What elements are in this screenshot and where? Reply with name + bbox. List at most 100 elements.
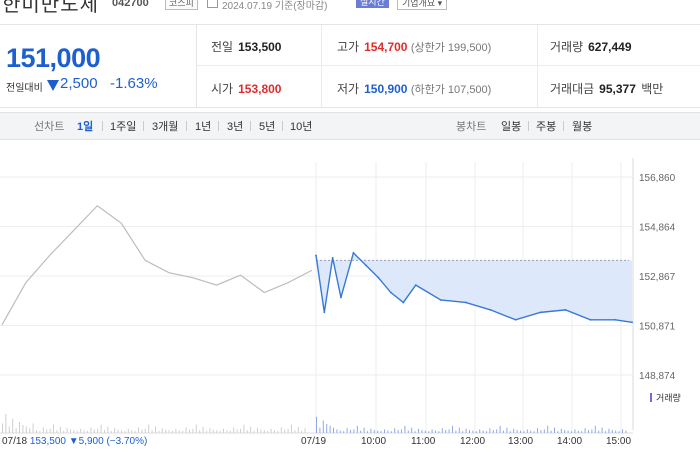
volume-bar — [73, 430, 75, 433]
volume-bar — [367, 431, 368, 433]
volume-bar — [114, 428, 116, 433]
volume-bar — [373, 430, 375, 433]
volume-bar — [12, 418, 14, 433]
volume-bar — [465, 428, 467, 433]
volume-bar — [274, 430, 275, 433]
stat-value: 153,800 — [238, 82, 282, 96]
volume-bar — [384, 429, 385, 433]
tab-period-10y[interactable]: 10년 — [290, 121, 313, 133]
stat-volume: 거래량 627,449 — [550, 38, 632, 55]
volume-bar — [438, 431, 440, 433]
volume-bar — [250, 426, 252, 433]
divider — [321, 25, 322, 107]
volume-bar — [394, 428, 396, 433]
volume-bar — [192, 428, 194, 433]
volume-bar — [280, 427, 282, 433]
divider — [186, 121, 187, 131]
volume-bar — [322, 420, 324, 433]
prev-day-line — [1, 204, 313, 326]
volume-bar — [509, 431, 511, 433]
volume-bar — [458, 427, 460, 433]
volume-bar — [479, 429, 481, 433]
volume-bar — [70, 429, 71, 433]
tab-period-5y[interactable]: 5년 — [259, 121, 276, 133]
volume-bar — [594, 425, 596, 433]
x-tick-label: 14:00 — [557, 436, 582, 447]
volume-bar — [333, 427, 334, 433]
volume-bar — [577, 430, 579, 433]
tab-candle-monthly[interactable]: 월봉 — [572, 121, 593, 133]
volume-bar — [489, 428, 491, 433]
volume-bar — [236, 429, 238, 433]
candle-chart-label: 봉차트 — [456, 121, 487, 133]
x-tick-label: 13:00 — [508, 436, 533, 447]
stat-value: 153,500 — [238, 40, 282, 54]
stat-value: 627,449 — [588, 40, 632, 54]
volume-bar — [175, 428, 177, 433]
volume-bar — [469, 430, 470, 433]
volume-bar — [387, 430, 389, 433]
volume-bar — [212, 429, 214, 433]
volume-bar — [168, 430, 170, 433]
x-tick-label: 10:00 — [361, 436, 386, 447]
volume-bar — [543, 429, 545, 433]
data-point — [323, 311, 326, 314]
volume-bar — [304, 428, 306, 433]
y-tick-label: 148,874 — [639, 371, 676, 382]
data-point — [439, 299, 442, 301]
tab-candle-daily[interactable]: 일봉 — [501, 121, 522, 133]
stat-label: 시가 — [211, 82, 234, 96]
date-note: 2024.07.19 기준(장마감) — [222, 1, 328, 12]
volume-bar — [172, 430, 173, 433]
tab-period-3m[interactable]: 3개월 — [152, 121, 179, 133]
price-chart[interactable]: 156,860 154,864 152,867 150,871 148,874 07/19… — [0, 150, 700, 450]
volume-bar — [59, 426, 61, 433]
volume-bar — [253, 430, 255, 433]
change-value: 2,500 — [60, 75, 98, 92]
volume-bar — [513, 428, 515, 433]
footer-date: 07/18 — [2, 436, 30, 447]
volume-bar — [134, 430, 136, 433]
volume-bar — [263, 430, 265, 433]
volume-bar — [104, 430, 105, 433]
volume-bar — [87, 430, 88, 433]
tab-candle-weekly[interactable]: 주봉 — [536, 121, 557, 133]
volume-bar — [202, 426, 204, 433]
stat-value: 154,700 — [364, 40, 408, 54]
volume-bar — [435, 430, 436, 433]
tab-period-1w[interactable]: 1주일 — [110, 121, 137, 133]
data-point — [489, 308, 492, 311]
volume-bar — [316, 416, 317, 433]
x-tick-label: 07/19 — [301, 436, 326, 447]
volume-bar — [567, 430, 569, 433]
divider — [102, 121, 103, 131]
volume-bar — [336, 429, 338, 433]
volume-bar — [56, 430, 58, 433]
stat-low: 저가 150,900 (하한가 107,500) — [337, 80, 491, 97]
data-point — [364, 264, 367, 267]
footer-change: ▼5,900 — [69, 436, 107, 447]
stock-code: 042700 — [112, 0, 149, 9]
volume-bar — [407, 430, 409, 433]
chart-tabs: 선차트 1일 1주일 3개월 1년 3년 5년 10년 봉차트 일봉 주봉 월봉 — [0, 112, 700, 140]
y-tick-label: 154,864 — [639, 223, 676, 234]
company-info-button[interactable]: 기업개요 ▾ — [397, 0, 448, 10]
volume-bar — [219, 430, 221, 433]
volume-bar — [2, 423, 3, 433]
volume-bar — [93, 429, 95, 433]
x-tick-label: 15:00 — [606, 436, 631, 447]
current-price-box: 151,000 전일대비 2,500 -1.63% — [0, 24, 196, 108]
stat-open: 시가 153,800 — [211, 80, 281, 97]
tab-period-1y[interactable]: 1년 — [195, 121, 212, 133]
data-point — [631, 321, 633, 324]
change-label: 전일대비 — [6, 83, 43, 94]
volume-bar — [131, 430, 133, 433]
realtime-button[interactable]: 실시간 — [356, 0, 389, 8]
data-point — [352, 251, 355, 254]
stat-sub: (하한가 107,500) — [410, 84, 492, 96]
volume-bar — [80, 428, 82, 433]
volume-bar — [550, 430, 552, 433]
tab-period-1d[interactable]: 1일 — [77, 121, 94, 133]
volume-bar — [448, 429, 450, 433]
tab-period-3y[interactable]: 3년 — [227, 121, 244, 133]
